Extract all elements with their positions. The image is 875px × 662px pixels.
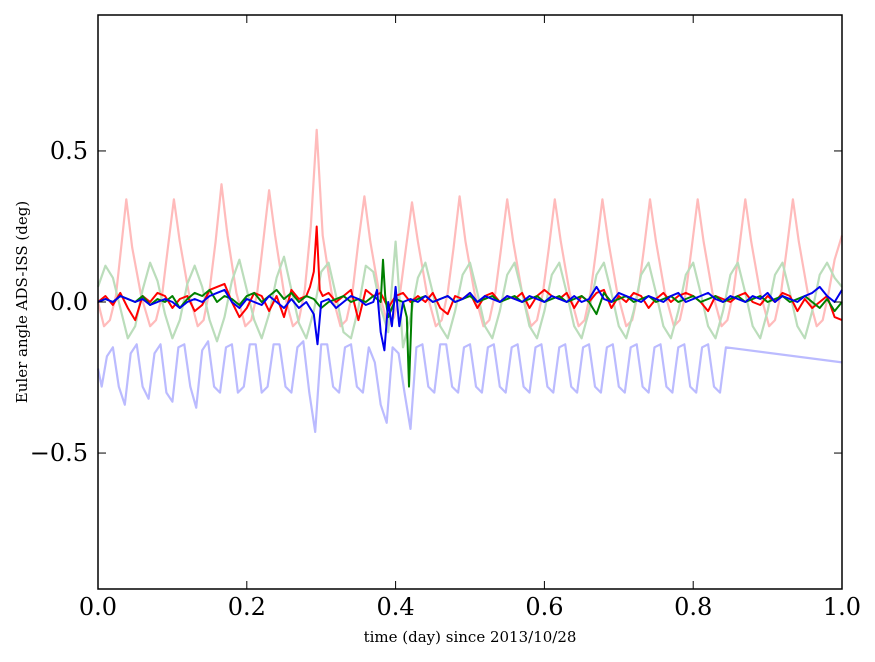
y-tick-label: 0.5 bbox=[50, 137, 88, 165]
series-line-6 bbox=[97, 285, 843, 352]
series-line-3 bbox=[96, 340, 843, 433]
x-tick-label: 0.6 bbox=[525, 593, 563, 621]
x-tick-label: 0.4 bbox=[377, 593, 415, 621]
x-tick-label: 1.0 bbox=[823, 593, 861, 621]
y-tick-label: −0.5 bbox=[30, 439, 88, 467]
x-tick-label: 0.0 bbox=[79, 593, 117, 621]
series-line-2 bbox=[96, 240, 843, 349]
tick-layer: 0.0 0.2 0.4 0.6 0.8 1.0 0.5 0.0 −0.5 bbox=[30, 15, 861, 621]
series-line-1 bbox=[96, 128, 844, 328]
y-axis-label: Euler angle ADS-ISS (deg) bbox=[13, 201, 31, 403]
series-layer bbox=[96, 128, 844, 433]
x-tick-label: 0.2 bbox=[228, 593, 266, 621]
y-tick-label: 0.0 bbox=[50, 288, 88, 316]
x-tick-label: 0.8 bbox=[674, 593, 712, 621]
x-axis-label: time (day) since 2013/10/28 bbox=[364, 628, 577, 646]
